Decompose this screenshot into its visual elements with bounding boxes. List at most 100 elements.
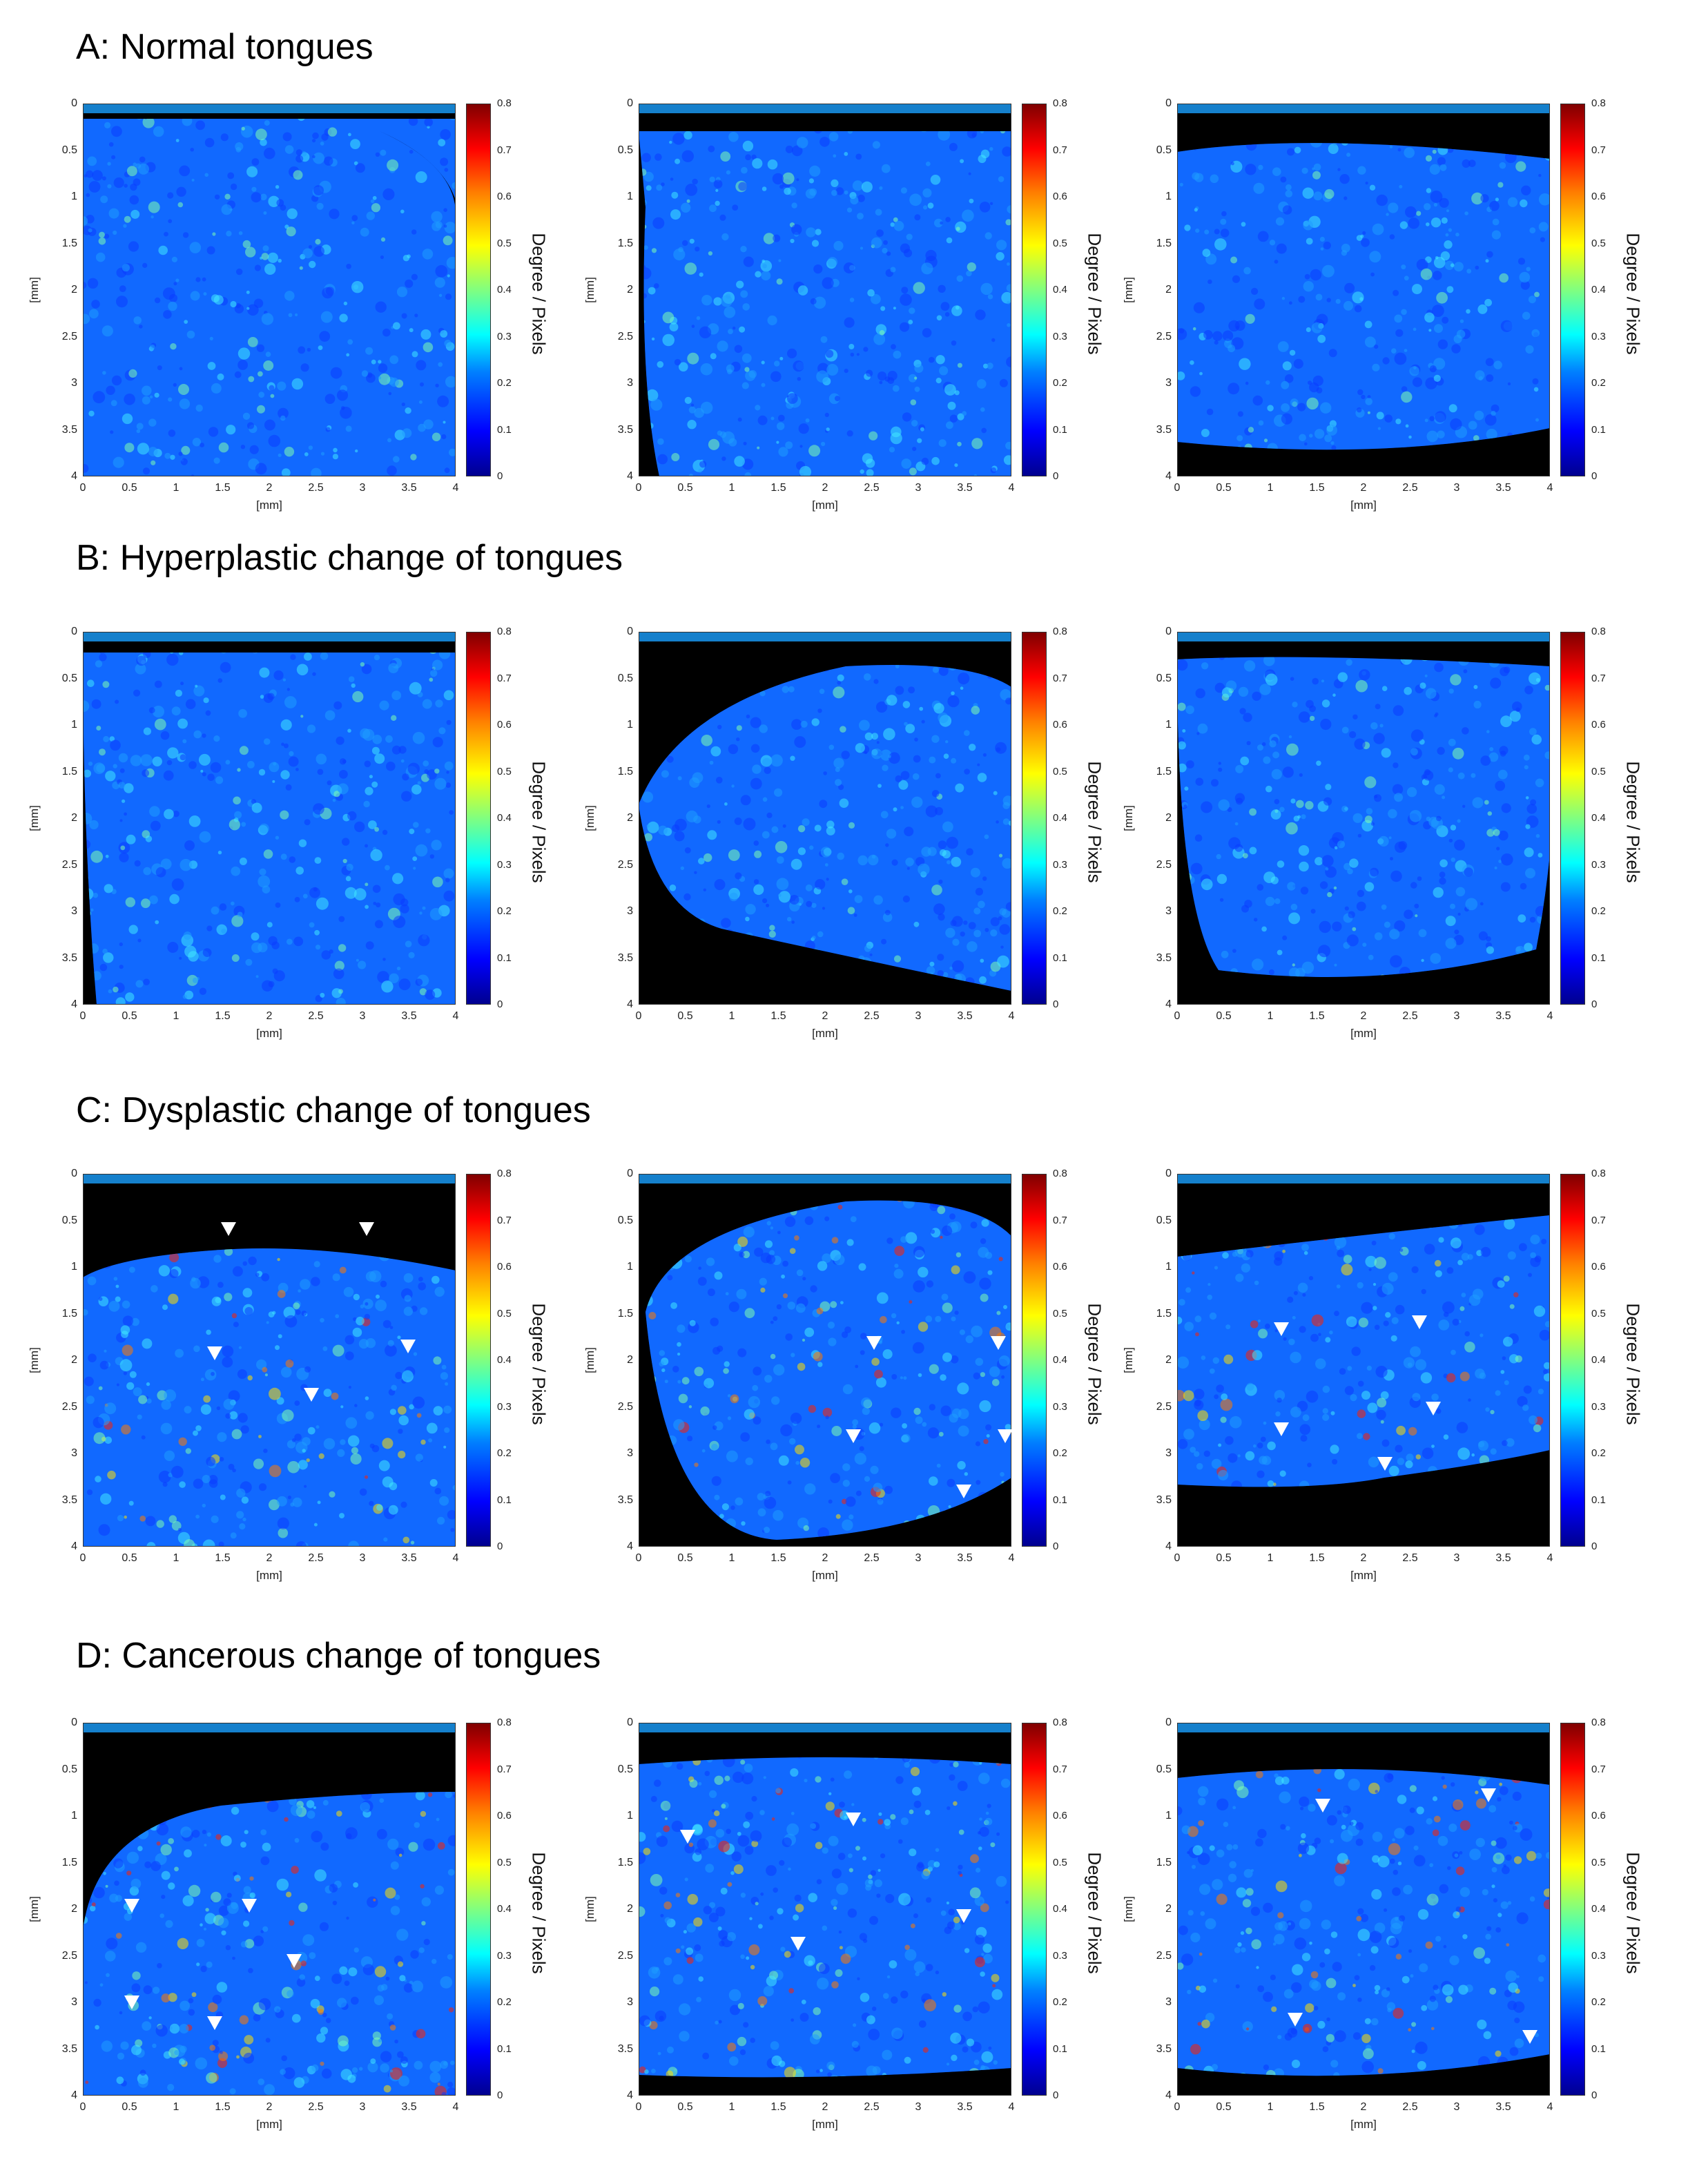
- y-tick-label: 3.5: [61, 423, 77, 436]
- colorbar: [1022, 1174, 1047, 1547]
- x-tick-label: 2.5: [308, 482, 324, 494]
- colorbar-tick-label: 0.8: [1591, 1168, 1606, 1179]
- y-tick-label: 1: [1165, 1261, 1172, 1273]
- colorbar-tick-label: 0.3: [497, 1400, 512, 1413]
- x-tick-label: 2.5: [864, 482, 880, 494]
- x-tick-label: 2.5: [308, 1010, 324, 1022]
- y-tick-label: 1.5: [617, 1307, 633, 1320]
- y-tick-label: 0.5: [61, 1214, 77, 1226]
- x-tick-label: 1.5: [1309, 482, 1325, 494]
- colorbar-tick-label: 0.4: [1053, 284, 1067, 296]
- oct-image-panel: 0 0.5 1 1.5 2 2.5 3 3.5 4 0 0.5 1 1.5 2 2.5 3 3.5 4 [mm] [m…: [28, 1717, 559, 2178]
- y-tick-label: 2.5: [1156, 858, 1172, 871]
- y-tick-label: 4: [71, 2089, 77, 2101]
- x-tick-label: 1.5: [1309, 1552, 1325, 1564]
- colorbar-tick-label: 0.5: [1053, 765, 1067, 777]
- colorbar-tick-label: 0.8: [1053, 1168, 1067, 1179]
- y-tick-label: 0.5: [1156, 1214, 1172, 1226]
- x-tick-label: 2.5: [308, 2101, 324, 2113]
- polarization-image: [83, 1723, 456, 2096]
- colorbar-tick-label: 0.1: [497, 1494, 512, 1506]
- colorbar-tick-label: 0.6: [497, 1261, 512, 1273]
- x-tick-label: 1.5: [215, 2101, 231, 2113]
- x-tick-label: 4: [1008, 2101, 1015, 2113]
- x-tick-label: 1.5: [1309, 1010, 1325, 1022]
- y-tick-label: 2.5: [1156, 1949, 1172, 1962]
- colorbar-tick-label: 0.6: [497, 191, 512, 202]
- x-tick-label: 1: [728, 2101, 735, 2113]
- x-tick-label: 3: [1453, 482, 1460, 494]
- x-tick-label: 1: [728, 482, 735, 494]
- y-tick-label: 0: [71, 1717, 77, 1728]
- x-tick-label: 3: [915, 1010, 922, 1022]
- colorbar-tick-label: 0.4: [497, 1903, 512, 1915]
- x-axis-label: [mm]: [812, 499, 838, 512]
- y-tick-label: 3.5: [61, 951, 77, 964]
- colorbar-tick-label: 0.6: [1591, 719, 1606, 731]
- y-axis-label: [mm]: [28, 277, 41, 303]
- arrowhead-marker: [221, 1222, 236, 1236]
- x-tick-label: 2: [822, 2101, 828, 2113]
- x-tick-label: 0.5: [122, 1010, 137, 1022]
- x-tick-label: 1.5: [215, 1552, 231, 1564]
- arrowhead-marker: [124, 1899, 139, 1913]
- x-tick-label: 3: [1453, 1552, 1460, 1564]
- x-axis-label: [mm]: [812, 2118, 838, 2131]
- x-tick-label: 1: [173, 482, 180, 494]
- oct-image-panel: 0 0.5 1 1.5 2 2.5 3 3.5 4 0 0.5 1 1.5 2 2.5 3 3.5 4 [mm] [m…: [28, 626, 559, 1088]
- polarization-image: [639, 1174, 1011, 1547]
- colorbar-label: Degree / Pixels: [1084, 1852, 1105, 1974]
- colorbar: [1022, 104, 1047, 476]
- colorbar-tick-label: 0.2: [1591, 905, 1606, 917]
- colorbar-tick-label: 0.1: [1053, 423, 1067, 436]
- y-tick-label: 3: [71, 1996, 77, 2008]
- colorbar-tick-label: 0.4: [497, 1354, 512, 1366]
- y-axis-label: [mm]: [583, 805, 596, 831]
- colorbar-tick-label: 0.7: [497, 1214, 512, 1226]
- colorbar: [1560, 104, 1585, 476]
- colorbar-label: Degree / Pixels: [528, 1852, 550, 1974]
- y-axis-label: [mm]: [28, 1896, 41, 1922]
- y-tick-label: 3: [71, 905, 77, 917]
- colorbar-tick-label: 0.5: [1591, 237, 1606, 249]
- colorbar-tick-label: 0.2: [497, 905, 512, 917]
- polarization-image: [83, 1174, 456, 1547]
- y-tick-label: 4: [71, 1540, 77, 1552]
- y-tick-label: 2.5: [617, 858, 633, 871]
- colorbar: [466, 632, 491, 1005]
- y-tick-label: 0.5: [61, 144, 77, 156]
- y-tick-label: 2.5: [617, 1949, 633, 1962]
- x-tick-label: 4: [452, 1010, 459, 1022]
- colorbar-label: Degree / Pixels: [1084, 233, 1105, 355]
- arrowhead-marker: [956, 1909, 971, 1923]
- y-tick-label: 1: [627, 719, 633, 731]
- colorbar-tick-label: 0.8: [497, 1168, 512, 1179]
- colorbar-tick-label: 0.3: [1591, 330, 1606, 342]
- colorbar-tick-label: 0.7: [497, 672, 512, 684]
- y-tick-label: 2: [627, 1903, 633, 1915]
- x-tick-label: 2: [822, 1552, 828, 1564]
- y-tick-label: 3.5: [1156, 951, 1172, 964]
- polarization-image: [1177, 1174, 1550, 1547]
- y-tick-label: 0.5: [617, 144, 633, 156]
- colorbar-tick-label: 0.7: [1053, 1763, 1067, 1775]
- colorbar-tick-label: 0.3: [1591, 858, 1606, 871]
- colorbar-tick-label: 0.1: [497, 951, 512, 964]
- colorbar-tick-label: 0.8: [1053, 97, 1067, 109]
- x-tick-label: 4: [1546, 482, 1553, 494]
- oct-image-panel: 0 0.5 1 1.5 2 2.5 3 3.5 4 0 0.5 1 1.5 2 2.5 3 3.5 4 [mm] [m…: [28, 97, 559, 559]
- y-tick-label: 0.5: [61, 672, 77, 684]
- colorbar-tick-label: 0.1: [1591, 2042, 1606, 2055]
- y-tick-label: 3.5: [617, 1494, 633, 1506]
- colorbar-label: Degree / Pixels: [1622, 1303, 1644, 1425]
- arrowhead-marker: [1377, 1457, 1393, 1471]
- y-axis-label: [mm]: [1122, 1347, 1135, 1373]
- colorbar: [466, 104, 491, 476]
- y-tick-label: 4: [1165, 1540, 1172, 1552]
- y-tick-label: 3: [1165, 905, 1172, 917]
- y-axis-label: [mm]: [583, 277, 596, 303]
- colorbar-tick-label: 0.3: [1053, 330, 1067, 342]
- y-tick-label: 2: [71, 284, 77, 296]
- section-title-b: B: Hyperplastic change of tongues: [76, 538, 623, 578]
- x-tick-label: 3.5: [957, 1552, 973, 1564]
